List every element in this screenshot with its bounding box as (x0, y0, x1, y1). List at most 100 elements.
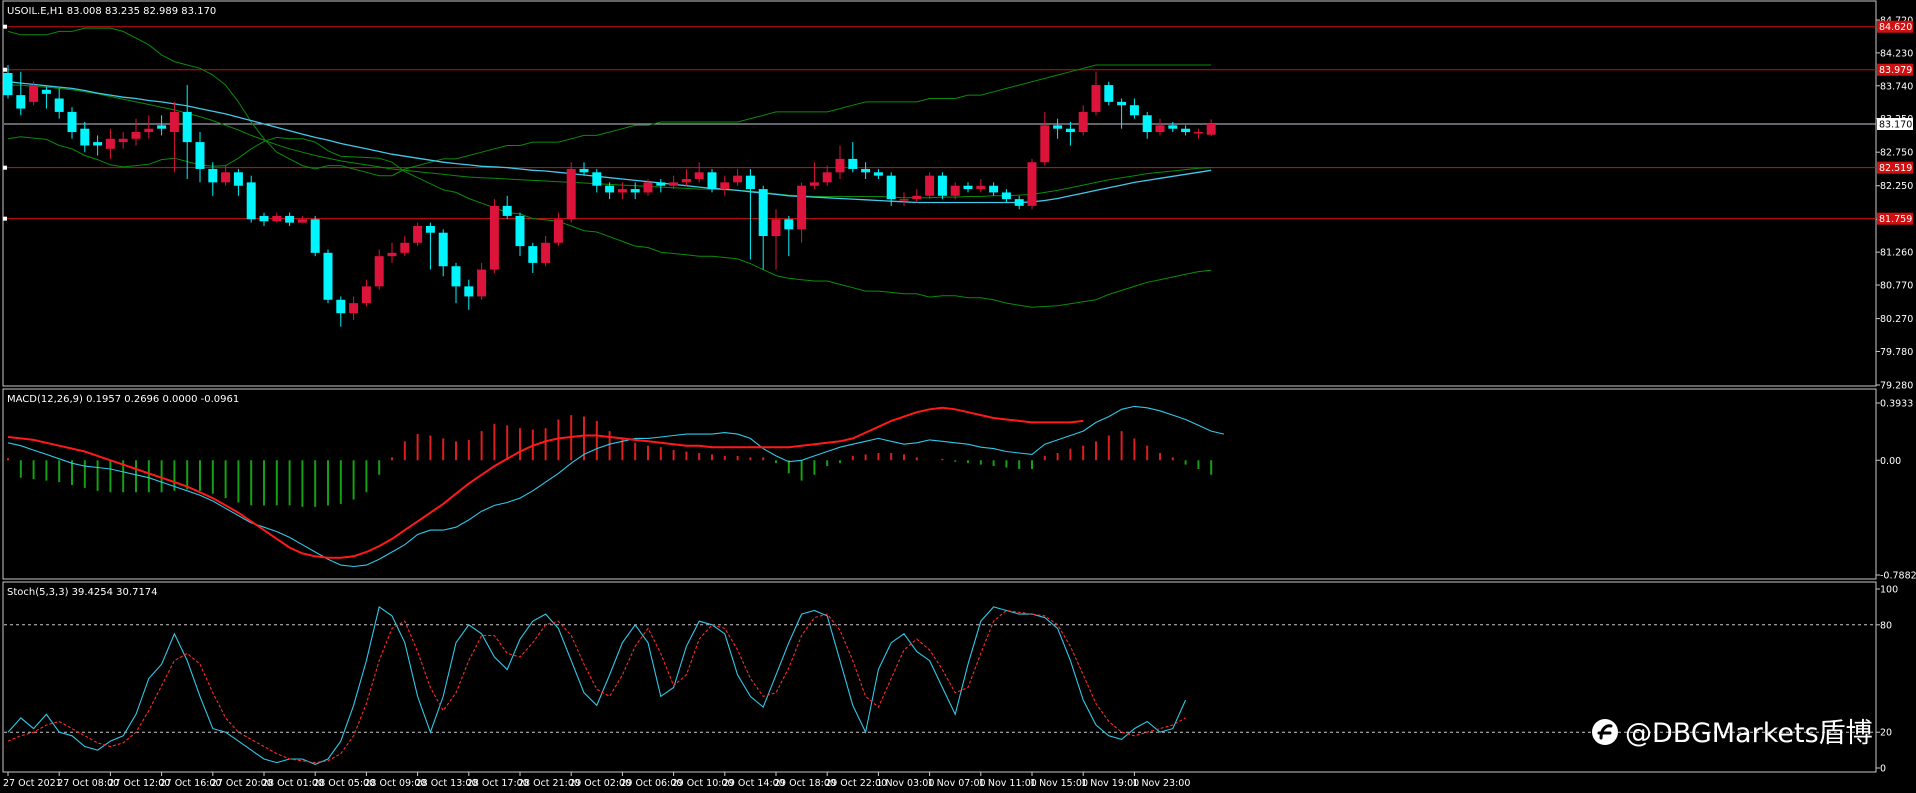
candle-body (554, 219, 563, 242)
candle-body (733, 176, 742, 183)
candle-body (388, 253, 397, 256)
candle-body (68, 112, 77, 132)
candle-body (912, 196, 921, 199)
candle-body (1104, 85, 1113, 102)
macd-tick-label: -0.7882 (1880, 571, 1916, 582)
level-anchor-marker (3, 25, 7, 29)
price-tick-label: 79.280 (1880, 381, 1913, 392)
time-tick-label: 27 Oct 2021 (3, 778, 62, 789)
watermark-text: @DBGMarkets盾博 (1625, 718, 1873, 749)
candle-bullish (413, 223, 422, 246)
candle-body (784, 219, 793, 229)
candle-body (477, 270, 486, 297)
candle-body (964, 186, 973, 189)
time-tick-label: 1 Nov 19:00 (1081, 778, 1139, 789)
candle-body (170, 112, 179, 132)
candle-body (848, 159, 857, 169)
candle-body (887, 176, 896, 199)
macd-tick-label: 0.3933 (1880, 399, 1913, 410)
candle-body (516, 216, 525, 246)
candle-body (29, 85, 38, 102)
candle-body (221, 172, 230, 182)
candle-body (234, 172, 243, 185)
candle-body (759, 189, 768, 236)
candle-body (298, 219, 307, 222)
candle-body (375, 256, 384, 286)
candle-body (452, 266, 461, 286)
candle-body (528, 246, 537, 263)
candle-bearish (1104, 82, 1113, 105)
watermark: @DBGMarkets盾博 (1592, 718, 1873, 749)
candle-body (1066, 129, 1075, 132)
candle-body (1143, 115, 1152, 132)
candle-body (1207, 124, 1216, 135)
candle-body (900, 199, 909, 201)
candle-body (247, 182, 256, 219)
weibo-logo-icon (1592, 719, 1618, 745)
candle-body (272, 216, 281, 221)
candle-body (362, 286, 371, 303)
candle-body (93, 142, 102, 145)
candle-body (119, 139, 128, 142)
candle-body (682, 179, 691, 182)
candle-body (631, 189, 640, 192)
candle-body (439, 233, 448, 267)
time-tick-label: 1 Nov 23:00 (1132, 778, 1190, 789)
price-tick-label: 81.260 (1880, 248, 1913, 259)
candle-body (42, 90, 51, 94)
candle-body (1028, 162, 1037, 206)
candle-body (695, 172, 704, 179)
macd-panel-title: MACD(12,26,9) 0.1957 0.2696 0.0000 -0.09… (7, 394, 239, 405)
candle-bearish (311, 216, 320, 256)
candle-body (413, 226, 422, 243)
candle-body (132, 132, 141, 139)
candle-bullish (490, 199, 499, 273)
candle-body (4, 73, 13, 95)
candle-body (1002, 192, 1011, 199)
candle-body (605, 186, 614, 193)
stoch-tick-label: 20 (1880, 728, 1892, 739)
candle-body (644, 182, 653, 192)
candle-body (938, 176, 947, 196)
candle-body (836, 159, 845, 172)
candle-bullish (925, 172, 934, 199)
candle-body (656, 182, 665, 185)
level-price-label: 83.979 (1879, 65, 1912, 76)
candle-body (1117, 102, 1126, 105)
candle-body (1194, 132, 1203, 134)
time-tick-label: 1 Nov 07:00 (928, 778, 986, 789)
price-tick-label: 80.770 (1880, 281, 1913, 292)
stoch-tick-label: 80 (1880, 620, 1892, 631)
candle-body (874, 172, 883, 175)
price-tick-label: 82.250 (1880, 181, 1913, 192)
level-price-label: 84.620 (1879, 22, 1912, 33)
price-tick-label: 82.750 (1880, 148, 1913, 159)
candle-body (1079, 112, 1088, 132)
candle-body (349, 303, 358, 313)
candle-body (106, 139, 115, 149)
time-tick-label: 1 Nov 11:00 (979, 778, 1037, 789)
candle-body (311, 219, 320, 253)
candle-body (861, 169, 870, 172)
level-price-label: 82.519 (1879, 163, 1912, 174)
level-price-label: 81.759 (1879, 214, 1912, 225)
candle-body (580, 169, 589, 172)
candle-body (1156, 125, 1165, 132)
candle-bullish (29, 82, 38, 105)
stoch-panel-title: Stoch(5,3,3) 39.4254 30.7174 (7, 587, 158, 598)
candle-body (336, 300, 345, 313)
price-tick-label: 79.780 (1880, 347, 1913, 358)
candle-body (925, 176, 934, 196)
candle-body (208, 169, 217, 182)
candle-body (592, 172, 601, 185)
price-tick-label: 80.270 (1880, 314, 1913, 325)
level-anchor-marker (3, 68, 7, 72)
level-price-label: 83.170 (1879, 119, 1912, 130)
candle-bearish (708, 169, 717, 192)
candle-body (976, 186, 985, 189)
level-anchor-marker (3, 166, 7, 170)
candle-body (285, 216, 294, 223)
candle-body (490, 206, 499, 270)
candle-body (797, 186, 806, 230)
